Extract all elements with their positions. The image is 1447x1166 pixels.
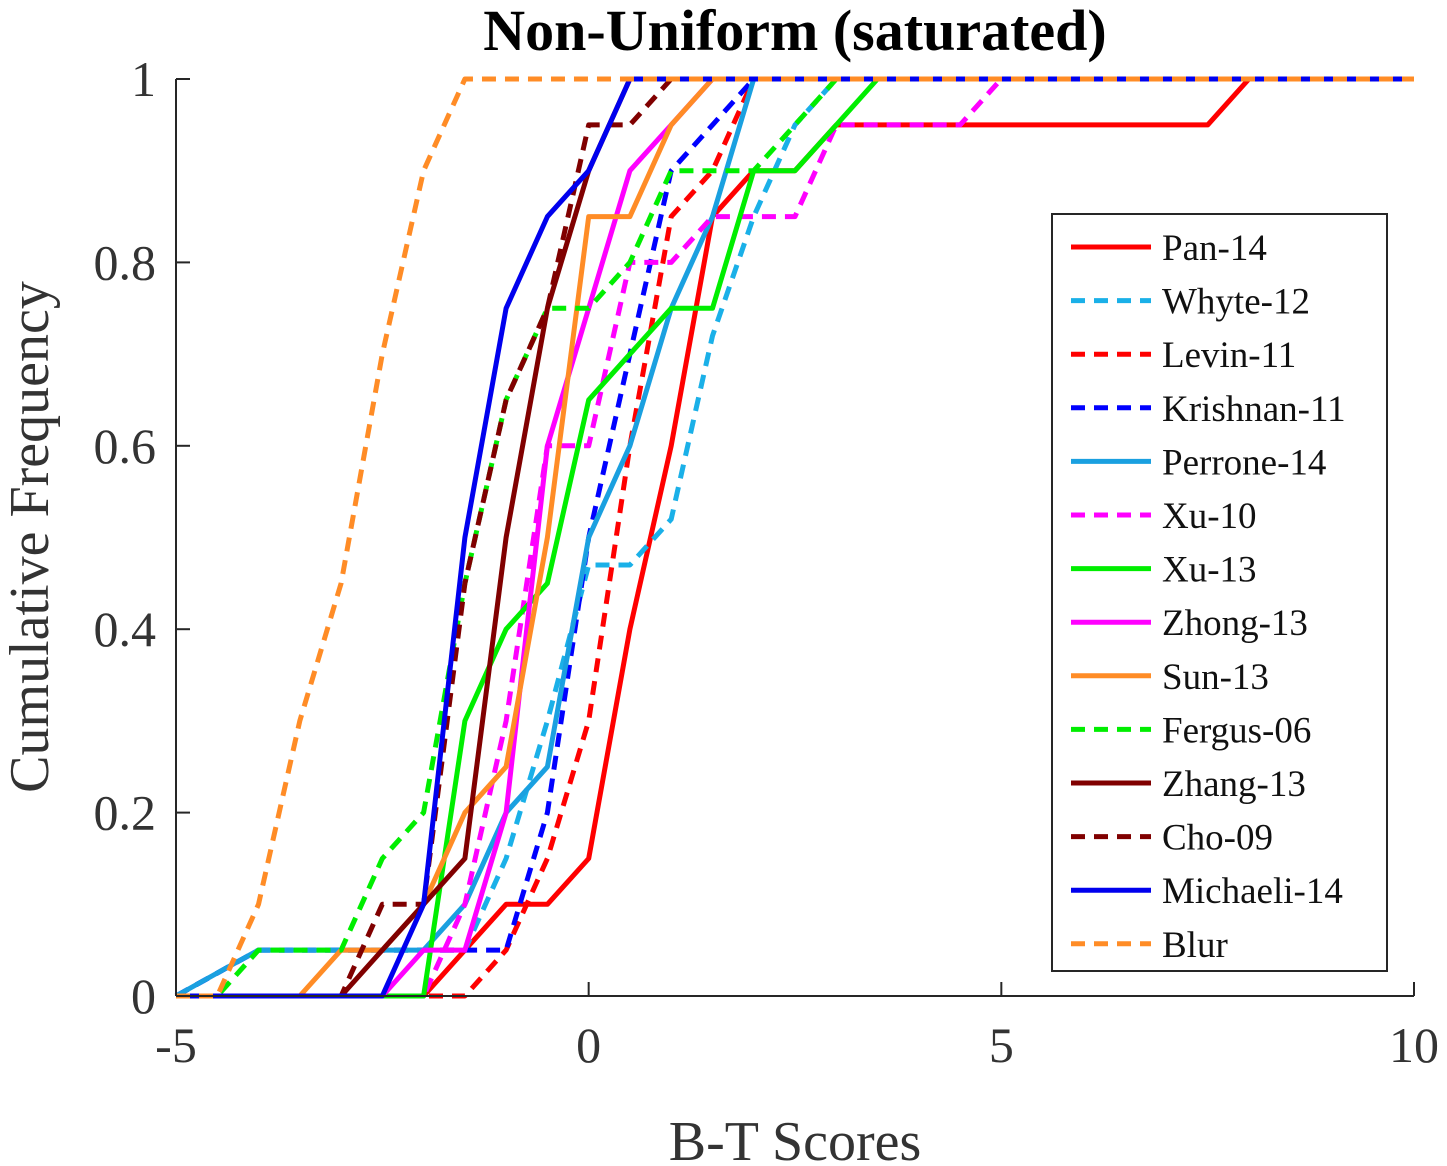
legend-item: Michaeli-14 bbox=[1071, 871, 1343, 912]
legend-label: Sun-13 bbox=[1162, 657, 1269, 698]
y-tick-label: 0 bbox=[131, 968, 156, 1024]
legend-label: Zhong-13 bbox=[1162, 603, 1308, 644]
legend-item: Sun-13 bbox=[1071, 657, 1269, 698]
legend-item: Xu-13 bbox=[1071, 550, 1257, 591]
x-ticks: -5 0 5 10 bbox=[155, 982, 1439, 1073]
series-line-blur bbox=[176, 76, 1414, 999]
legend-item: Cho-09 bbox=[1071, 818, 1273, 859]
legend: Pan-14 Whyte-12 Levin-11 Krishnan-11 Perrone… bbox=[1051, 213, 1388, 972]
legend-label: Cho-09 bbox=[1162, 818, 1273, 859]
legend-label: Levin-11 bbox=[1162, 335, 1296, 376]
series-line-pan-14 bbox=[176, 76, 1414, 999]
series-layer bbox=[174, 76, 1414, 999]
x-axis-label: B-T Scores bbox=[669, 1111, 922, 1166]
legend-item: Xu-10 bbox=[1071, 496, 1257, 537]
legend-label: Perrone-14 bbox=[1162, 442, 1326, 483]
y-tick-label: 0.8 bbox=[94, 234, 157, 290]
series-line-xu-13 bbox=[176, 76, 1414, 999]
legend-item: Pan-14 bbox=[1071, 228, 1267, 269]
legend-item: Zhang-13 bbox=[1071, 764, 1306, 805]
legend-box bbox=[1051, 213, 1388, 972]
legend-label: Xu-10 bbox=[1162, 496, 1257, 537]
series-line-perrone-14 bbox=[174, 76, 1414, 999]
legend-items: Pan-14 Whyte-12 Levin-11 Krishnan-11 Perrone… bbox=[1071, 228, 1346, 966]
y-axis-label: Cumulative Frequency bbox=[0, 281, 61, 793]
y-tick-label: 0.4 bbox=[94, 601, 157, 657]
legend-item: Levin-11 bbox=[1071, 335, 1296, 376]
legend-item: Zhong-13 bbox=[1071, 603, 1308, 644]
y-tick-label: 0.2 bbox=[94, 785, 157, 841]
x-tick-label: 0 bbox=[576, 1017, 601, 1073]
legend-item: Blur bbox=[1071, 925, 1228, 966]
legend-label: Xu-13 bbox=[1162, 550, 1257, 591]
legend-label: Blur bbox=[1162, 925, 1228, 966]
x-tick-label: -5 bbox=[155, 1017, 197, 1073]
legend-item: Fergus-06 bbox=[1071, 710, 1311, 751]
legend-label: Fergus-06 bbox=[1162, 710, 1311, 751]
legend-label: Whyte-12 bbox=[1162, 282, 1310, 323]
y-tick-label: 0.6 bbox=[94, 418, 157, 474]
legend-item: Krishnan-11 bbox=[1071, 389, 1346, 430]
axes-frame bbox=[175, 79, 1414, 997]
legend-label: Pan-14 bbox=[1162, 228, 1267, 269]
series-line-xu-10 bbox=[176, 76, 1414, 999]
legend-item: Perrone-14 bbox=[1071, 442, 1326, 483]
legend-item: Whyte-12 bbox=[1071, 282, 1310, 323]
x-tick-label: 5 bbox=[989, 1017, 1014, 1073]
legend-label: Zhang-13 bbox=[1162, 764, 1306, 805]
y-tick-label: 1 bbox=[131, 51, 156, 107]
series-line-cho-09 bbox=[176, 76, 1414, 999]
y-ticks: 0 0.2 0.4 0.6 0.8 1 bbox=[94, 51, 190, 1024]
chart-title: Non-Uniform (saturated) bbox=[483, 0, 1106, 63]
series-line-michaeli-14 bbox=[176, 76, 1414, 999]
series-line-fergus-06 bbox=[176, 76, 1414, 999]
x-tick-label: 10 bbox=[1389, 1017, 1439, 1073]
legend-label: Krishnan-11 bbox=[1162, 389, 1346, 430]
legend-label: Michaeli-14 bbox=[1162, 871, 1343, 912]
